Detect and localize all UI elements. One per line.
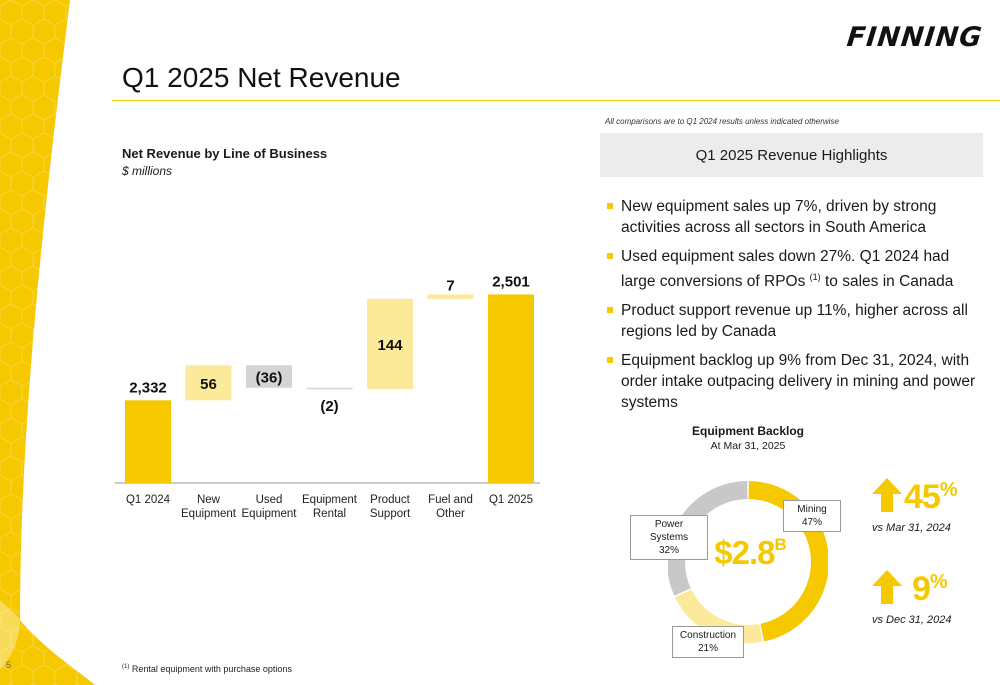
backlog-total: $2.8B [700,534,800,572]
data-label: (36) [256,370,283,387]
highlights-heading: Q1 2025 Revenue Highlights [600,133,983,177]
stat-value: 9% [912,570,948,609]
donut-slice [748,481,828,642]
callout-construction: Construction 21% [672,626,744,658]
stat-yoy: 45% vs Mar 31, 2024 [872,478,992,538]
stat-unit: % [939,479,958,501]
stat-caption: vs Mar 31, 2024 [872,522,951,534]
x-tick-label: Q1 2024 [126,494,171,506]
arrow-up-icon [872,570,902,604]
segment-name: Construction [679,630,737,641]
x-tick-label: Fuel and [428,494,473,506]
bullet-square-icon [607,253,613,259]
stat-caption: vs Dec 31, 2024 [872,614,952,626]
stat-value: 45% [904,478,958,517]
highlights-heading-text: Q1 2025 Revenue Highlights [695,146,888,164]
page-title: Q1 2025 Net Revenue [122,62,401,93]
highlight-item: Product support revenue up 11%, higher a… [605,300,985,342]
callout-mining: Mining 47% [783,500,841,532]
highlights-list: New equipment sales up 7%, driven by str… [605,196,985,421]
finning-logo: FINNING [844,22,984,53]
comparison-note: All comparisons are to Q1 2024 results u… [605,117,839,126]
title-divider [112,100,1000,101]
highlight-text: New equipment sales up 7%, driven by str… [621,198,937,236]
stat-number: 45 [904,478,941,516]
chart-bar [488,294,534,483]
chart-subtitle: $ millions [122,164,173,178]
x-tick-label: New [197,494,221,506]
backlog-title: Equipment Backlog [691,424,804,438]
highlight-text: Used equipment sales down 27%. Q1 2024 h… [621,248,950,290]
x-tick-label: Q1 2025 [489,494,533,506]
chart-bar [306,387,353,390]
chart-bar [427,294,474,299]
segment-pct: 21% [697,643,718,654]
x-tick-label: Other [436,508,465,520]
x-tick-label: Equipment [302,494,358,506]
footnote-mark: (1) [122,664,130,670]
data-label: 56 [200,376,217,393]
data-label: 7 [446,277,454,294]
stat-number: 9 [912,570,931,608]
x-tick-label: Equipment [242,508,298,520]
footnote: (1) Rental equipment with purchase optio… [122,664,292,674]
footnote-ref: (1) [809,272,821,282]
backlog-total-value: $2.8 [714,534,775,571]
highlight-item: Equipment backlog up 9% from Dec 31, 202… [605,350,985,413]
segment-name: Mining [797,504,827,515]
highlight-text-tail: to sales in Canada [820,273,954,290]
backlog-subtitle: At Mar 31, 2025 [710,440,786,452]
data-label: (2) [320,398,338,415]
chart-title: Net Revenue by Line of Business [122,146,328,161]
x-tick-label: Support [370,508,411,520]
bullet-square-icon [607,203,613,209]
stat-ytd: 9% vs Dec 31, 2024 [872,570,992,630]
chart-bar [125,400,171,483]
segment-pct: 32% [658,545,679,556]
waterfall-chart: 2,332 Q1 2024 56 New Equipment (36) Used Equipm… [115,273,540,520]
highlight-item: New equipment sales up 7%, driven by str… [605,196,985,238]
bullet-square-icon [607,307,613,313]
data-label: 2,501 [492,273,530,290]
stat-unit: % [929,571,948,593]
page-number: 5 [6,660,12,670]
backlog-total-suffix: B [774,535,786,554]
data-label: 144 [377,337,403,354]
chart-bar [246,365,292,388]
x-tick-label: Product [370,494,410,506]
chart-bar [367,298,413,390]
footnote-text: Rental equipment with purchase options [129,664,292,674]
arrow-up-icon [872,478,902,512]
bullet-square-icon [607,357,613,363]
x-tick-label: Equipment [181,508,237,520]
highlight-text: Equipment backlog up 9% from Dec 31, 202… [621,352,976,411]
callout-power-systems: Power Systems 32% [630,515,708,560]
x-tick-label: Used [256,494,283,506]
x-tick-label: Rental [313,508,346,520]
segment-name: Power Systems [649,519,689,543]
highlight-text: Product support revenue up 11%, higher a… [621,302,968,340]
chart-bar [185,365,232,401]
data-label: 2,332 [129,379,167,396]
segment-pct: 47% [801,517,822,528]
highlight-item: Used equipment sales down 27%. Q1 2024 h… [605,246,985,292]
left-decorative-stripe [0,0,95,685]
